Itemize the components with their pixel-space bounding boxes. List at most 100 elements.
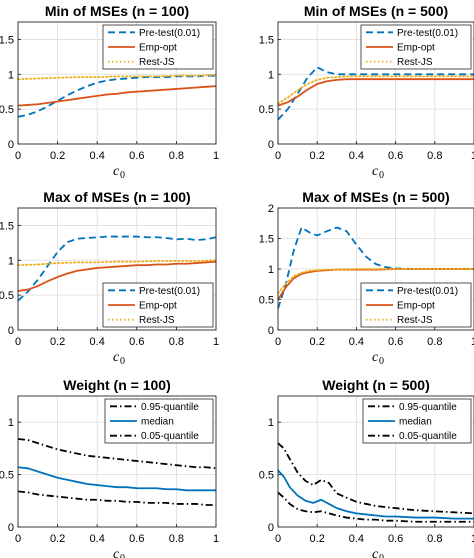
x-tick-label: 0	[15, 336, 21, 348]
x-tick-label: 0	[275, 533, 281, 545]
legend-label: 0.95-quantile	[399, 402, 457, 413]
y-tick-label: 1	[268, 69, 274, 81]
y-tick-label: 0	[8, 139, 14, 151]
x-tick-label: 1	[213, 336, 219, 348]
y-tick-label: 1	[8, 255, 14, 267]
x-tick-label: 0.8	[427, 150, 442, 162]
series-line-2	[17, 466, 216, 492]
y-tick-label: 0.5	[0, 470, 14, 482]
x-tick-label: 0.4	[349, 336, 364, 348]
series-line-3	[17, 74, 217, 81]
x-tick-label: 0.8	[169, 150, 184, 162]
x-tick-label: 0.8	[169, 336, 184, 348]
legend-label: median	[141, 417, 174, 428]
x-tick-label: 0.4	[349, 533, 364, 545]
legend-label: 0.95-quantile	[141, 402, 199, 413]
legend-label: 0.05-quantile	[399, 431, 457, 442]
x-tick-label: 1	[213, 150, 219, 162]
series-line-2	[277, 469, 474, 520]
y-tick-label: 2	[268, 203, 274, 215]
legend: 0.95-quantile median 0.05-quantile	[362, 398, 472, 444]
chart-panel-2: 0 0.2 0.4 0.6 0.8 1 0 0.5 1 1.5 Min of MSEs (n = 5…	[259, 3, 474, 181]
x-tick-label: 0.2	[310, 533, 325, 545]
x-axis-label-subscript: 0	[379, 356, 384, 367]
x-tick-label: 0.6	[129, 150, 144, 162]
y-tick-label: 0	[268, 139, 274, 151]
series-line-2	[17, 85, 217, 107]
y-tick-label: 1	[8, 417, 14, 429]
series-line-3	[277, 268, 474, 295]
x-tick-label: 1	[471, 150, 474, 162]
x-tick-label: 0.8	[427, 533, 442, 545]
chart-panel-4: 0 0.2 0.4 0.6 0.8 1 0 0.5 1 1.5 2 Max of MSEs (n = …	[259, 189, 474, 367]
x-tick-label: 0	[275, 150, 281, 162]
legend-label: Emp-opt	[139, 43, 177, 54]
x-tick-label: 0.4	[90, 336, 105, 348]
x-tick-label: 0.2	[50, 336, 65, 348]
chart-panel-3: 0 0.2 0.4 0.6 0.8 1 0 0.5 1 1.5 Max of MSEs (n = 1…	[0, 189, 219, 367]
x-axis-label-subscript: 0	[379, 553, 384, 558]
series-line-1	[17, 74, 216, 118]
axes-frame	[17, 21, 217, 145]
x-tick-label: 0.8	[169, 533, 184, 545]
x-axis-label-subscript: 0	[379, 170, 384, 181]
x-tick-label: 0.6	[388, 150, 403, 162]
x-axis-label-subscript: 0	[120, 553, 125, 558]
series-line-3	[17, 259, 217, 267]
y-tick-label: 0	[8, 325, 14, 337]
chart-title: Min of MSEs (n = 100)	[45, 3, 189, 19]
series-line-1	[17, 235, 217, 302]
series-line-2	[277, 78, 474, 107]
legend: 0.95-quantile median 0.05-quantile	[104, 398, 214, 444]
legend-label: Emp-opt	[139, 301, 177, 312]
x-axis-label: c	[372, 164, 379, 179]
x-tick-label: 0.4	[349, 150, 364, 162]
x-axis-label-subscript: 0	[120, 170, 125, 181]
y-tick-label: 0.5	[259, 104, 274, 116]
x-axis-label: c	[372, 547, 379, 558]
legend-label: Pre-test(0.01)	[397, 286, 458, 297]
x-axis-label: c	[372, 350, 379, 365]
legend-label: Rest-JS	[139, 315, 175, 326]
series-line-3	[17, 490, 216, 506]
x-tick-label: 1	[213, 533, 219, 545]
x-tick-label: 0.6	[129, 336, 144, 348]
y-tick-label: 1.5	[259, 234, 274, 246]
x-tick-label: 0.6	[129, 533, 144, 545]
series-line-3	[277, 75, 474, 105]
legend-label: Pre-test(0.01)	[139, 28, 200, 39]
x-axis-label: c	[113, 350, 120, 365]
y-tick-label: 0	[268, 522, 274, 534]
x-tick-label: 0.8	[427, 336, 442, 348]
legend-label: Rest-JS	[139, 57, 175, 68]
x-tick-label: 0.4	[90, 533, 105, 545]
chart-title: Min of MSEs (n = 500)	[304, 3, 448, 19]
y-tick-label: 0.5	[259, 295, 274, 307]
legend-label: Emp-opt	[397, 301, 435, 312]
x-tick-label: 0.6	[388, 533, 403, 545]
axes-frame	[17, 207, 217, 331]
x-axis-label: c	[113, 164, 120, 179]
chart-title: Max of MSEs (n = 100)	[43, 189, 190, 205]
legend-label: 0.05-quantile	[141, 431, 199, 442]
legend: Pre-test(0.01) Emp-opt Rest-JS	[102, 24, 214, 70]
x-tick-label: 0	[275, 336, 281, 348]
y-tick-label: 1.5	[0, 220, 14, 232]
y-tick-label: 1	[8, 69, 14, 81]
y-tick-label: 0	[268, 325, 274, 337]
legend-label: median	[399, 417, 432, 428]
legend-label: Pre-test(0.01)	[139, 286, 200, 297]
y-tick-label: 0.5	[0, 104, 14, 116]
legend-label: Emp-opt	[397, 43, 435, 54]
axes-frame	[17, 395, 217, 528]
series-line-1	[17, 438, 217, 470]
x-tick-label: 1	[471, 336, 474, 348]
legend: Pre-test(0.01) Emp-opt Rest-JS	[102, 282, 214, 328]
x-axis-label: c	[113, 547, 120, 558]
series-line-2	[17, 260, 217, 292]
chart-title: Weight (n = 100)	[63, 377, 170, 393]
legend-label: Rest-JS	[397, 315, 433, 326]
